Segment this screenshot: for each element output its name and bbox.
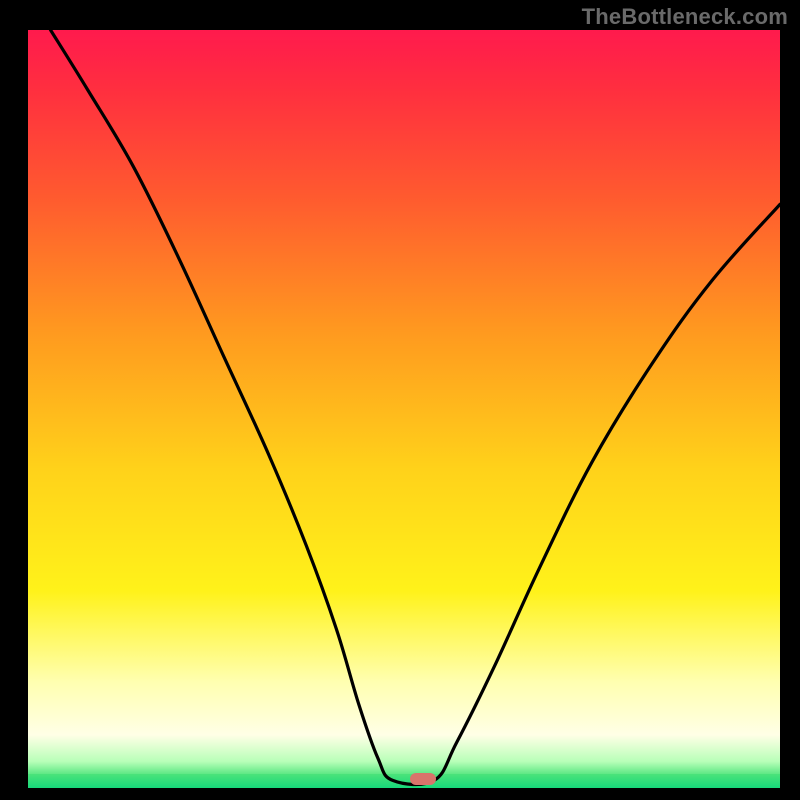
plot-area (28, 30, 780, 788)
chart-container: TheBottleneck.com (0, 0, 800, 800)
bottleneck-curve-path (51, 30, 780, 785)
watermark-label: TheBottleneck.com (582, 4, 788, 30)
bottleneck-curve-svg (28, 30, 780, 788)
optimal-point-marker (410, 773, 436, 785)
